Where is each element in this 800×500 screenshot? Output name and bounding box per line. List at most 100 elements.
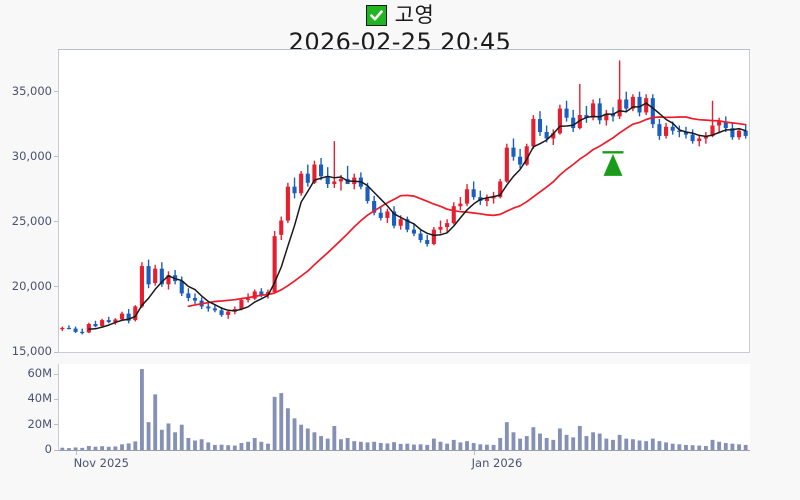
price-axis-tick-label: 20,000 bbox=[11, 278, 52, 293]
volume-bar bbox=[730, 443, 735, 450]
candle-body bbox=[325, 176, 330, 185]
volume-bar bbox=[577, 425, 582, 450]
volume-bar bbox=[624, 438, 629, 450]
candle-body bbox=[703, 135, 708, 139]
volume-bar bbox=[551, 439, 556, 450]
price-axis-tick bbox=[54, 221, 58, 223]
volume-bar bbox=[67, 448, 71, 450]
candle-body bbox=[338, 178, 344, 182]
candle-body bbox=[537, 118, 543, 133]
candle-body bbox=[710, 125, 715, 136]
volume-bar bbox=[650, 438, 655, 450]
volume-bar bbox=[113, 446, 118, 450]
candle-body bbox=[93, 324, 98, 327]
candle-body bbox=[610, 113, 616, 117]
candle-body bbox=[411, 229, 417, 234]
volume-bar bbox=[226, 445, 231, 450]
candle-body bbox=[557, 108, 562, 134]
volume-bar bbox=[206, 442, 211, 450]
price-axis-tick-label: 25,000 bbox=[11, 213, 52, 228]
volume-bar bbox=[617, 434, 622, 450]
candle-body bbox=[73, 328, 78, 332]
volume-bar bbox=[557, 428, 562, 450]
x-axis-tick bbox=[75, 451, 77, 455]
volume-bar bbox=[465, 441, 469, 450]
volume-bar bbox=[597, 433, 602, 450]
candle-body bbox=[591, 103, 596, 118]
volume-bar bbox=[524, 436, 529, 450]
price-axis-tick-label: 35,000 bbox=[11, 83, 52, 98]
volume-bar bbox=[445, 443, 450, 450]
volume-axis-tick-label: 20M bbox=[27, 416, 52, 431]
volume-bar bbox=[219, 444, 224, 450]
candle-body bbox=[391, 211, 397, 226]
volume-bar bbox=[285, 408, 290, 450]
triangle-up-icon bbox=[603, 153, 623, 176]
candle-body bbox=[504, 147, 509, 182]
volume-bar bbox=[385, 443, 390, 450]
candle-body bbox=[743, 130, 748, 136]
volume-bar bbox=[312, 432, 317, 450]
buy-signal-marker[interactable] bbox=[602, 151, 624, 176]
candle-body bbox=[186, 293, 191, 298]
volume-bar bbox=[365, 442, 370, 450]
candle-body bbox=[398, 219, 403, 226]
volume-bar bbox=[657, 441, 662, 450]
volume-bar bbox=[498, 437, 503, 450]
candle-body bbox=[597, 103, 602, 121]
volume-bar bbox=[644, 441, 649, 450]
volume-bar bbox=[451, 439, 456, 450]
volume-bar bbox=[80, 447, 85, 450]
price-axis-tick-label: 30,000 bbox=[11, 148, 52, 163]
candle-body bbox=[60, 327, 65, 330]
candle-body bbox=[624, 99, 629, 109]
volume-bar bbox=[159, 429, 164, 450]
volume-bar bbox=[299, 424, 304, 450]
volume-bar bbox=[398, 443, 403, 450]
candle-body bbox=[365, 186, 370, 201]
candle-body bbox=[630, 96, 635, 109]
volume-bar bbox=[737, 444, 741, 450]
volume-bar bbox=[564, 434, 569, 450]
volume-bar bbox=[325, 438, 330, 450]
volume-bar bbox=[339, 439, 343, 450]
candle-body bbox=[571, 117, 576, 129]
price-axis-tick-label: 15,000 bbox=[11, 344, 52, 358]
volume-bar bbox=[584, 436, 589, 450]
candle-body bbox=[119, 313, 125, 320]
candle-body bbox=[372, 201, 377, 213]
candle-body bbox=[650, 98, 655, 125]
candle-body bbox=[484, 198, 489, 201]
volume-axis-tick bbox=[54, 398, 58, 400]
candle-body bbox=[80, 331, 85, 334]
candle-body bbox=[464, 189, 470, 204]
price-axis-tick bbox=[54, 286, 58, 288]
volume-axis-tick-label: 60M bbox=[27, 366, 52, 381]
candle-body bbox=[212, 308, 217, 311]
candle-body bbox=[438, 227, 443, 230]
volume-bar bbox=[690, 445, 695, 450]
candle-body bbox=[458, 203, 463, 207]
volume-bar bbox=[717, 441, 722, 450]
candle-body bbox=[697, 138, 702, 142]
candle-body bbox=[86, 324, 91, 333]
volume-bar bbox=[93, 446, 98, 450]
page-title: 고영 bbox=[394, 2, 435, 27]
volume-bar bbox=[358, 441, 363, 450]
candle-body bbox=[491, 197, 496, 199]
volume-bar bbox=[405, 443, 410, 450]
volume-bar bbox=[471, 443, 476, 450]
candle-body bbox=[299, 173, 304, 194]
candle-body bbox=[246, 298, 251, 300]
volume-axis-tick-label: 0 bbox=[44, 442, 52, 456]
candle-body bbox=[265, 292, 271, 295]
volume-bar bbox=[458, 442, 463, 450]
volume-bar bbox=[266, 443, 270, 450]
volume-bar bbox=[120, 444, 124, 450]
volume-bar bbox=[73, 447, 78, 450]
candle-body bbox=[664, 126, 669, 136]
volume-bar bbox=[504, 422, 509, 450]
volume-bar bbox=[637, 440, 642, 450]
